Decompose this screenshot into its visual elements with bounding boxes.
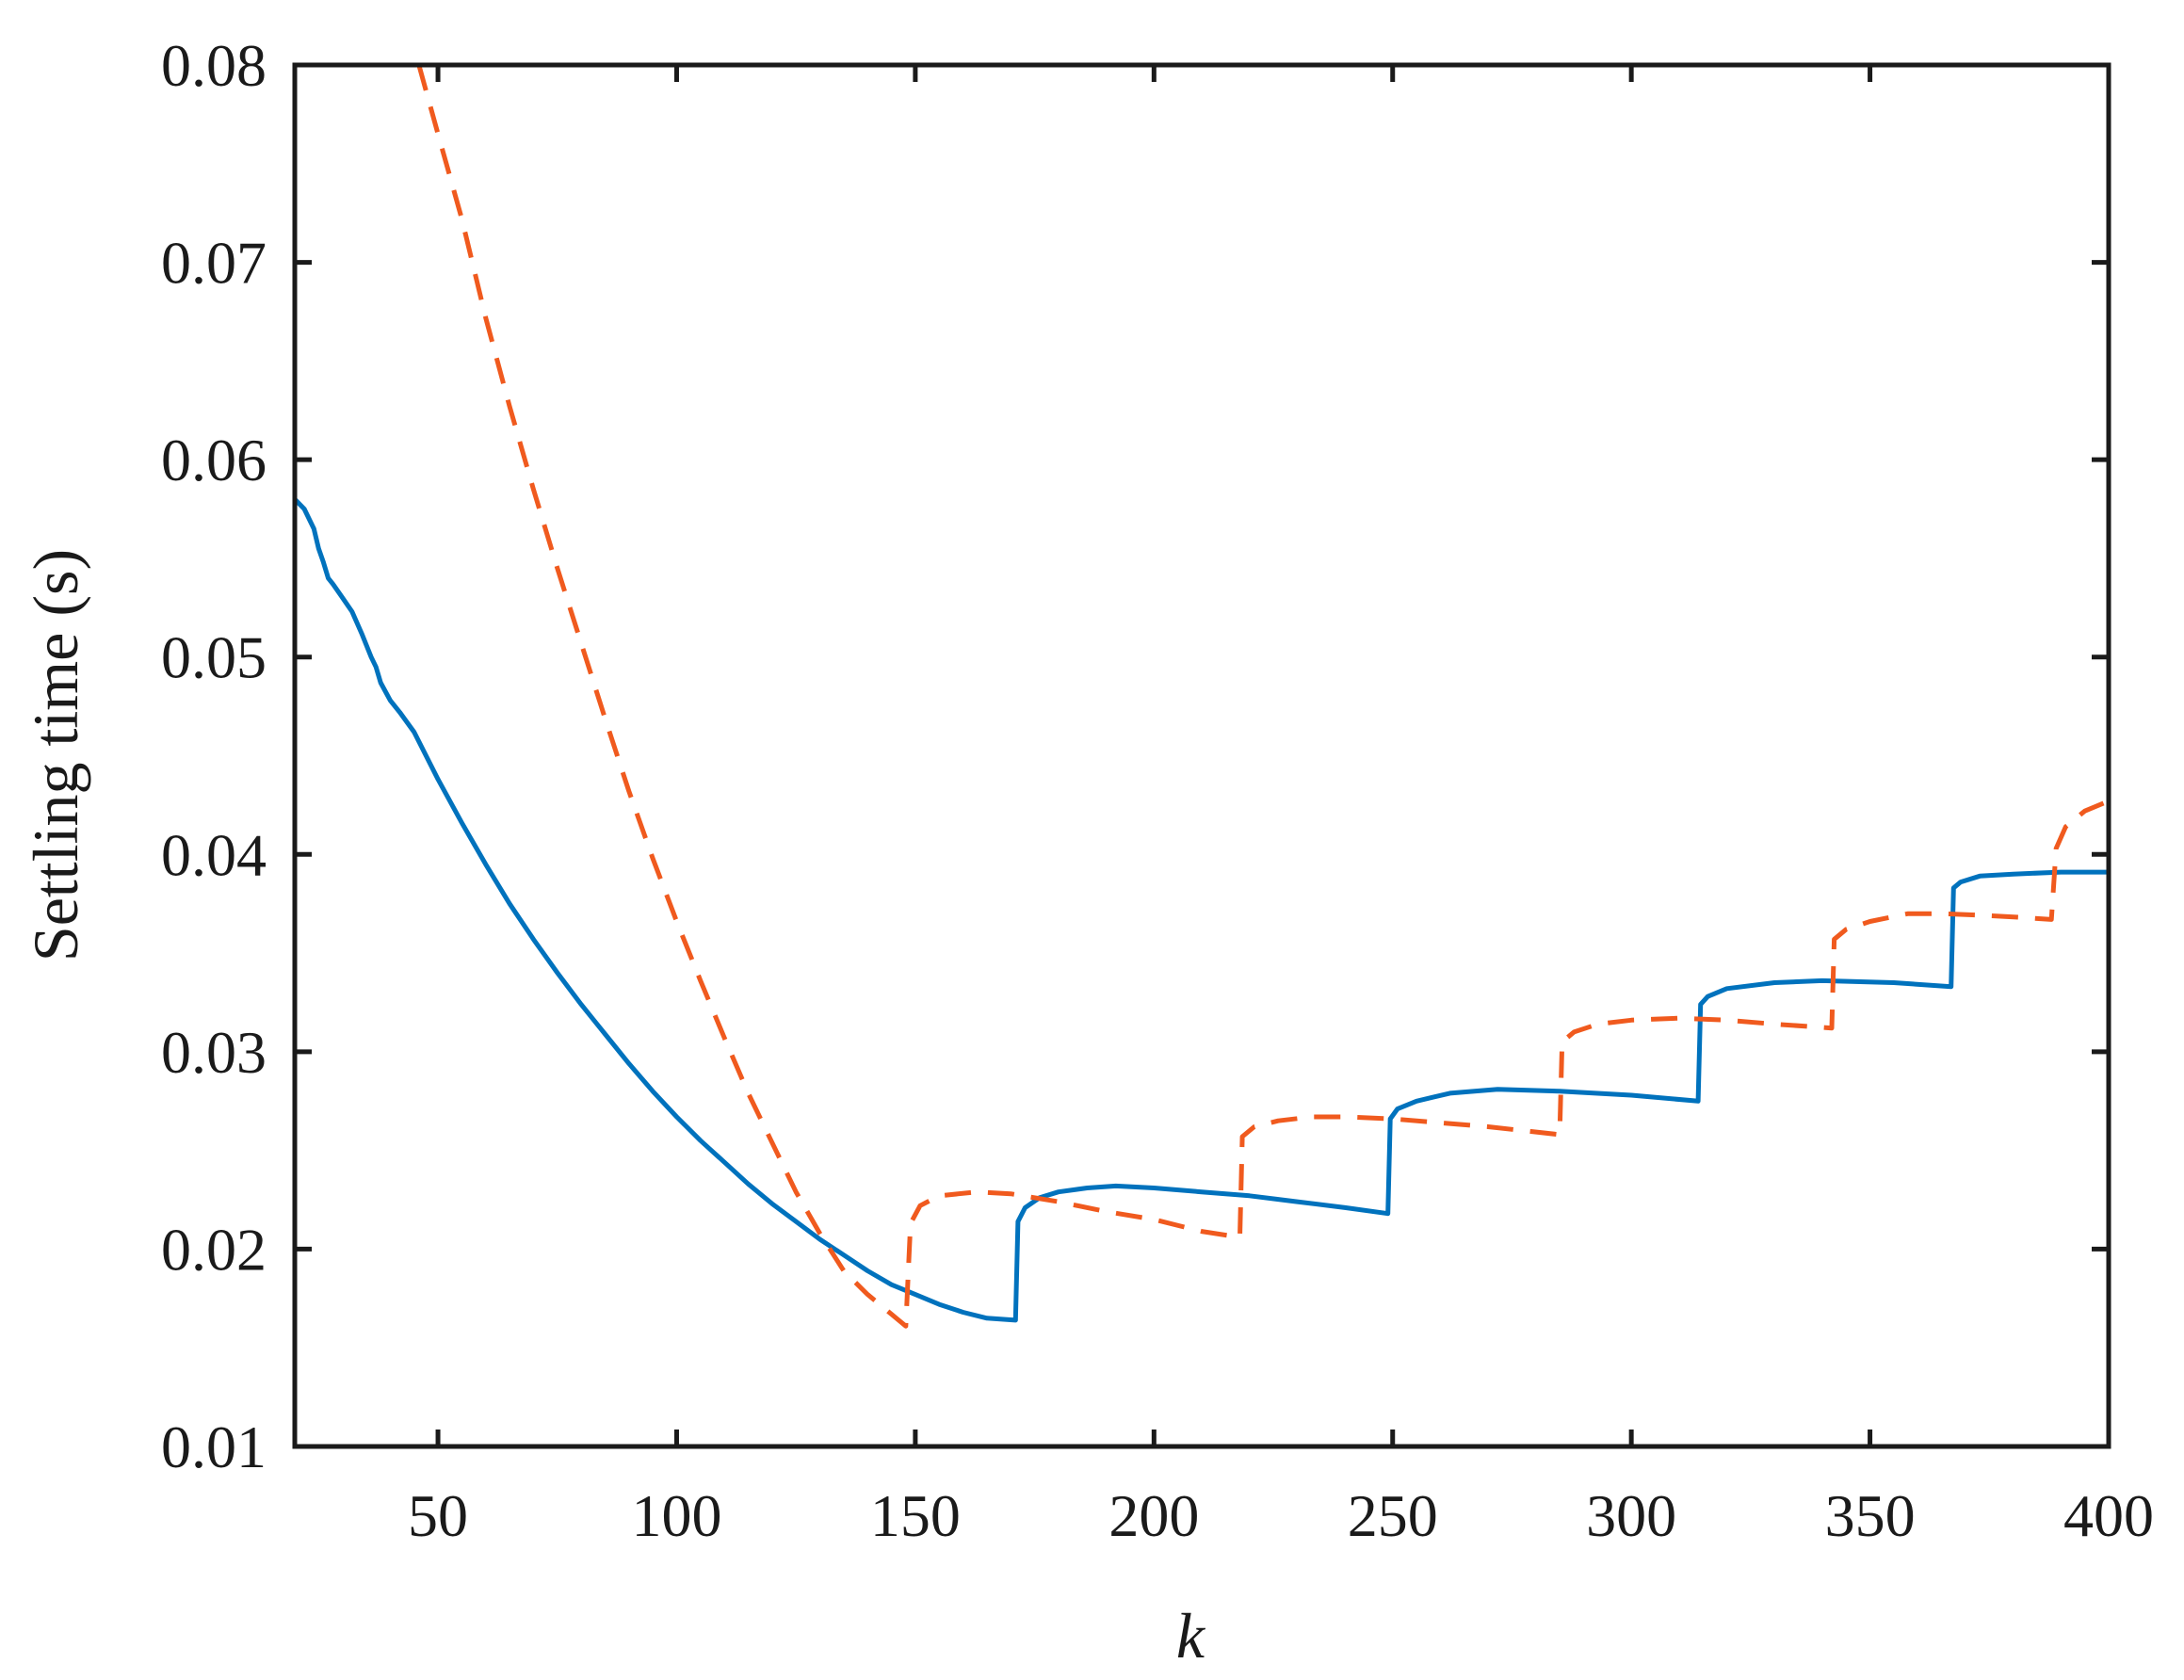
x-axis-label: k	[1176, 1600, 1206, 1672]
y-tick-label: 0.01	[161, 1413, 267, 1480]
y-tick-label: 0.04	[161, 821, 267, 888]
x-tick-label: 150	[870, 1482, 961, 1549]
solid-series-line	[295, 497, 2109, 1323]
y-tick-label: 0.02	[161, 1216, 267, 1283]
x-tick-label: 300	[1586, 1482, 1676, 1549]
x-tick-label: 200	[1108, 1482, 1199, 1549]
y-axis-ticks: 0.01 0.02 0.03 0.04 0.05 0.06 0.07 0.08	[161, 32, 2109, 1480]
plot-area-frame	[292, 62, 2111, 1449]
y-tick-label: 0.05	[161, 624, 267, 691]
y-tick-label: 0.06	[161, 427, 267, 493]
y-tick-label: 0.03	[161, 1019, 267, 1086]
x-tick-label: 250	[1348, 1482, 1438, 1549]
x-axis-ticks: 50 100 150 200 250 300 350 400	[408, 65, 2154, 1549]
dashed-series-line	[416, 65, 2109, 1329]
x-tick-label: 50	[408, 1482, 468, 1549]
y-tick-label: 0.08	[161, 32, 267, 99]
x-tick-label: 400	[2063, 1482, 2154, 1549]
series-layer	[295, 65, 2109, 1329]
y-tick-label: 0.07	[161, 230, 267, 297]
y-axis-label: Settling time (s)	[20, 549, 91, 961]
x-tick-label: 100	[631, 1482, 721, 1549]
x-tick-label: 350	[1825, 1482, 1916, 1549]
